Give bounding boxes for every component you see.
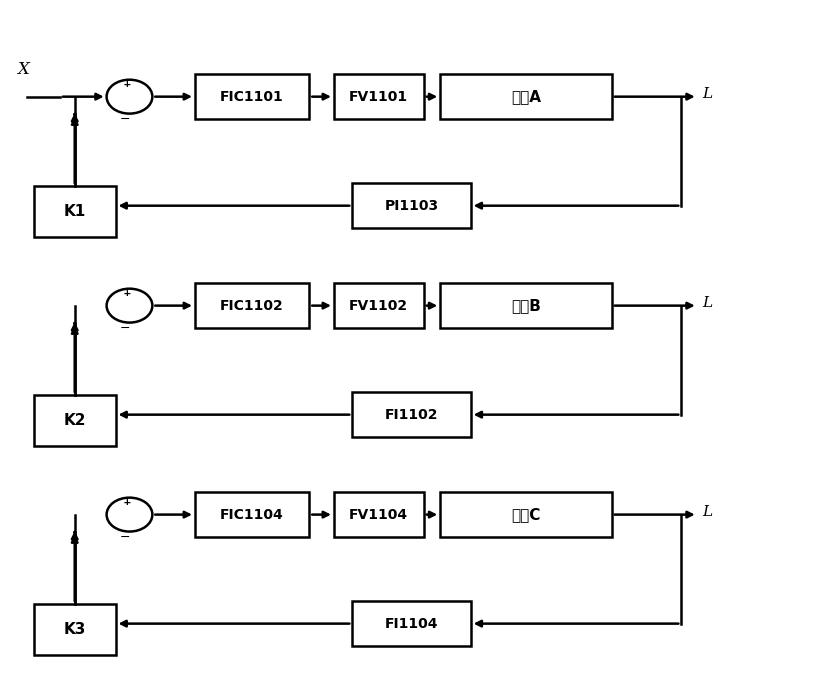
Bar: [352, 183, 471, 228]
Bar: [440, 283, 611, 328]
Bar: [440, 74, 611, 119]
Text: L: L: [703, 505, 713, 519]
Circle shape: [107, 80, 152, 114]
Text: PI1103: PI1103: [384, 199, 439, 213]
Bar: [34, 395, 115, 446]
Bar: [195, 74, 309, 119]
Text: L: L: [703, 296, 713, 310]
Bar: [440, 492, 611, 538]
Text: −: −: [119, 322, 130, 335]
Text: −: −: [119, 531, 130, 544]
Text: L: L: [703, 87, 713, 101]
Bar: [334, 283, 424, 328]
Text: K1: K1: [63, 204, 86, 219]
Text: +: +: [123, 79, 130, 89]
Text: +: +: [123, 288, 130, 298]
Text: 流量A: 流量A: [511, 89, 541, 104]
Text: FIC1102: FIC1102: [221, 299, 284, 313]
Text: X: X: [17, 61, 30, 79]
Bar: [334, 74, 424, 119]
Bar: [352, 392, 471, 437]
Circle shape: [107, 288, 152, 323]
Text: FV1102: FV1102: [349, 299, 408, 313]
Bar: [352, 601, 471, 647]
Text: 流量C: 流量C: [511, 507, 541, 522]
Text: 流量B: 流量B: [511, 298, 541, 313]
Text: FIC1101: FIC1101: [221, 90, 284, 104]
Text: FI1104: FI1104: [384, 617, 439, 631]
Text: −: −: [119, 113, 130, 126]
Text: FIC1104: FIC1104: [221, 508, 284, 522]
Bar: [334, 492, 424, 538]
Text: K2: K2: [63, 413, 86, 428]
Bar: [195, 492, 309, 538]
Bar: [34, 186, 115, 237]
Bar: [34, 604, 115, 656]
Circle shape: [107, 497, 152, 531]
Text: FI1102: FI1102: [384, 408, 439, 422]
Text: FV1101: FV1101: [349, 90, 408, 104]
Text: +: +: [123, 497, 130, 507]
Text: K3: K3: [63, 622, 86, 637]
Bar: [195, 283, 309, 328]
Text: FV1104: FV1104: [349, 508, 408, 522]
